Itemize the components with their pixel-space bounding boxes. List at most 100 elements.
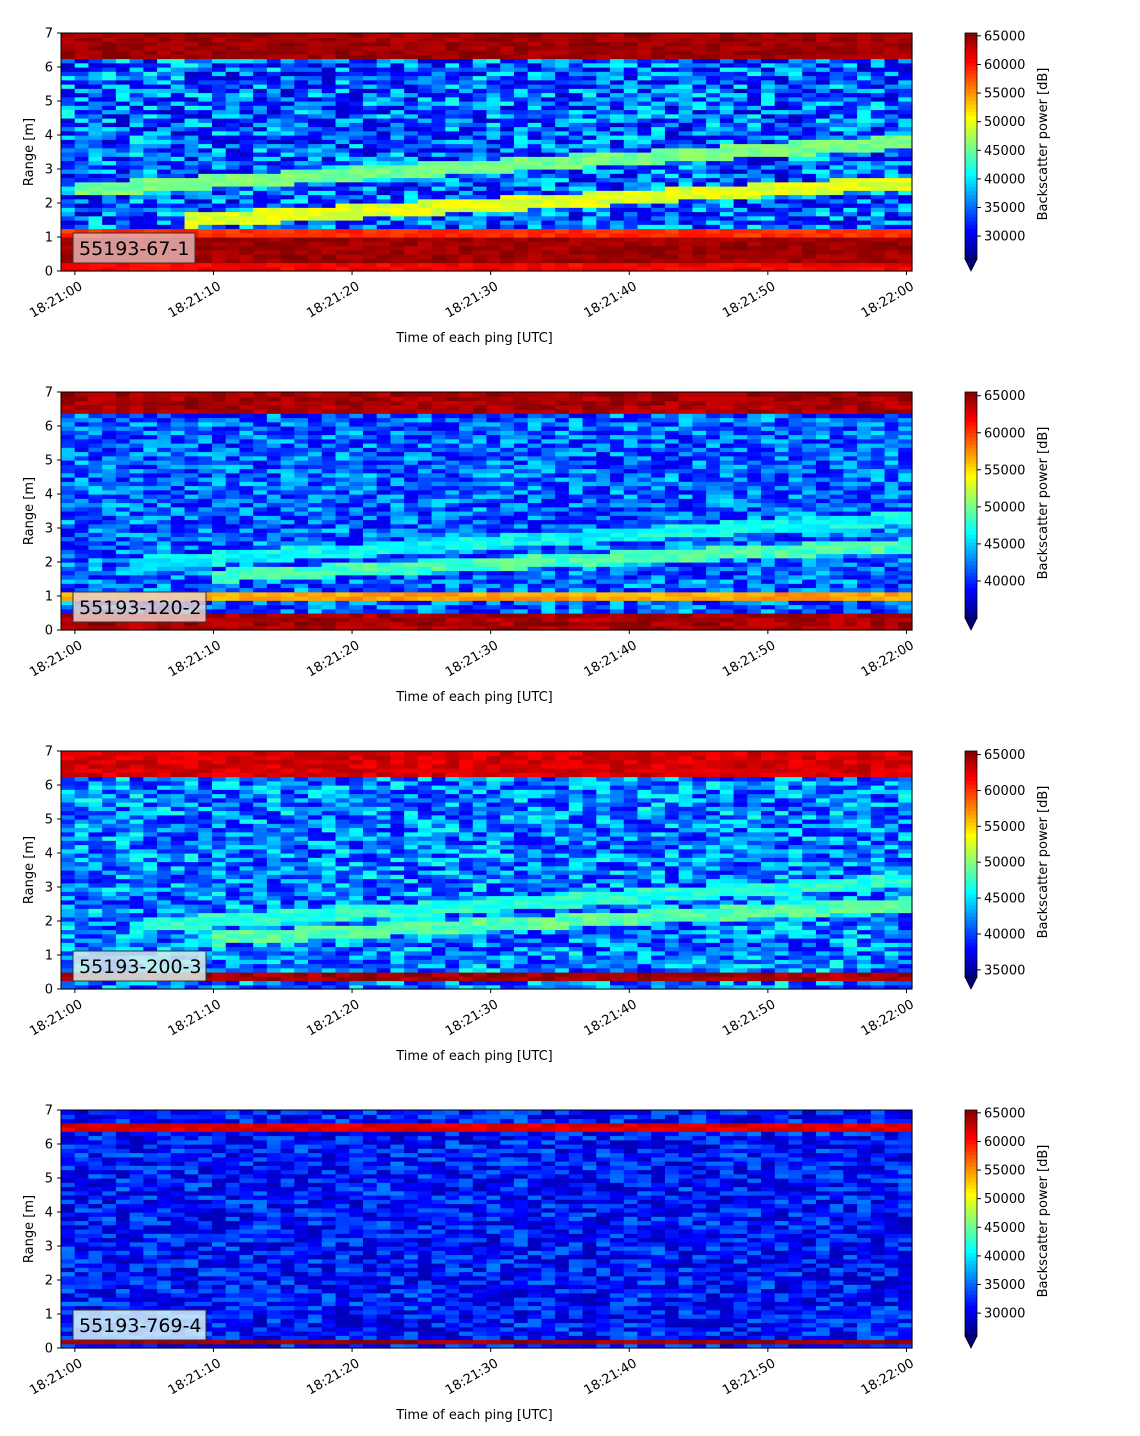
heatmap-cell bbox=[774, 245, 790, 251]
heatmap-cell bbox=[513, 71, 529, 77]
heatmap-cell bbox=[774, 122, 790, 128]
heatmap-cell bbox=[417, 266, 433, 272]
colorbar-segment bbox=[965, 149, 977, 155]
heatmap-cell bbox=[376, 557, 392, 563]
heatmap-cell bbox=[74, 139, 90, 145]
heatmap-cell bbox=[253, 211, 268, 217]
heatmap-cell bbox=[102, 194, 117, 200]
heatmap-cell bbox=[555, 118, 570, 123]
heatmap-cell bbox=[143, 135, 158, 140]
heatmap-cell bbox=[266, 591, 282, 597]
heatmap-cell bbox=[719, 207, 735, 213]
heatmap-cell bbox=[211, 241, 227, 247]
heatmap-cell bbox=[61, 511, 76, 516]
heatmap-cell bbox=[362, 600, 378, 606]
heatmap-cell bbox=[376, 50, 392, 55]
heatmap-cell bbox=[541, 113, 556, 119]
heatmap-cell bbox=[239, 498, 254, 504]
heatmap-cell bbox=[266, 258, 282, 264]
heatmap-cell bbox=[376, 604, 392, 610]
heatmap-cell bbox=[623, 241, 639, 247]
heatmap-cell bbox=[472, 109, 488, 115]
heatmap-cell bbox=[266, 215, 282, 221]
heatmap-cell bbox=[541, 71, 556, 77]
heatmap-cell bbox=[143, 203, 158, 208]
heatmap-cell bbox=[308, 118, 323, 123]
heatmap-cell bbox=[568, 67, 584, 72]
heatmap-cell bbox=[280, 118, 295, 123]
heatmap-cell bbox=[294, 532, 309, 538]
heatmap-cell bbox=[294, 434, 309, 440]
heatmap-cell bbox=[294, 472, 309, 478]
heatmap-cell bbox=[157, 122, 172, 128]
heatmap-cell bbox=[582, 186, 597, 191]
heatmap-cell bbox=[417, 177, 433, 183]
heatmap-cell bbox=[143, 502, 158, 508]
heatmap-cell bbox=[143, 181, 158, 187]
heatmap-cell bbox=[362, 237, 378, 242]
heatmap-cell bbox=[211, 468, 227, 474]
heatmap-cell bbox=[815, 220, 831, 225]
heatmap-cell bbox=[280, 135, 295, 140]
heatmap-cell bbox=[706, 126, 721, 132]
heatmap-cell bbox=[431, 215, 446, 221]
heatmap-cell bbox=[774, 156, 790, 162]
heatmap-cell bbox=[747, 41, 762, 47]
heatmap-cell bbox=[788, 54, 803, 60]
heatmap-cell bbox=[170, 130, 186, 136]
heatmap-cell bbox=[706, 249, 721, 255]
heatmap-cell bbox=[102, 211, 117, 217]
heatmap-cell bbox=[706, 232, 721, 238]
heatmap-cell bbox=[733, 237, 748, 242]
heatmap-cell bbox=[321, 396, 337, 402]
heatmap-cell bbox=[857, 215, 872, 221]
heatmap-cell bbox=[280, 203, 295, 208]
heatmap-cell bbox=[266, 79, 282, 85]
heatmap-cell bbox=[184, 96, 199, 102]
heatmap-cell bbox=[664, 228, 680, 234]
heatmap-cell bbox=[61, 553, 76, 559]
heatmap-cell bbox=[582, 45, 597, 51]
heatmap-cell bbox=[308, 477, 323, 482]
heatmap-cell bbox=[308, 536, 323, 542]
heatmap-cell bbox=[362, 579, 378, 584]
heatmap-cell bbox=[870, 160, 886, 166]
heatmap-cell bbox=[253, 67, 268, 72]
heatmap-cell bbox=[637, 220, 652, 225]
heatmap-cell bbox=[349, 434, 364, 440]
heatmap-cell bbox=[225, 536, 241, 542]
heatmap-cell bbox=[115, 262, 131, 268]
heatmap-cell bbox=[376, 396, 392, 402]
heatmap-cell bbox=[472, 118, 488, 123]
heatmap-cell bbox=[733, 207, 748, 213]
heatmap-cell bbox=[74, 33, 90, 38]
heatmap-cell bbox=[129, 164, 144, 170]
heatmap-cell bbox=[596, 228, 611, 234]
heatmap-cell bbox=[486, 113, 501, 119]
heatmap-cell bbox=[664, 130, 680, 136]
heatmap-cell bbox=[102, 528, 117, 533]
heatmap-cell bbox=[129, 143, 144, 149]
heatmap-cell bbox=[184, 494, 199, 499]
heatmap-cell bbox=[88, 67, 103, 72]
heatmap-cell bbox=[404, 101, 419, 106]
heatmap-cell bbox=[610, 67, 625, 72]
heatmap-cell bbox=[266, 417, 282, 423]
heatmap-cell bbox=[486, 75, 501, 81]
heatmap-cell bbox=[706, 92, 721, 98]
heatmap-cell bbox=[349, 211, 364, 217]
heatmap-cell bbox=[651, 58, 666, 64]
heatmap-cell bbox=[555, 75, 570, 81]
heatmap-cell bbox=[280, 625, 295, 631]
heatmap-cell bbox=[198, 139, 213, 145]
heatmap-cell bbox=[431, 245, 446, 251]
heatmap-cell bbox=[239, 400, 254, 406]
heatmap-cell bbox=[527, 254, 543, 259]
heatmap-cell bbox=[761, 113, 776, 119]
heatmap-cell bbox=[321, 177, 337, 183]
heatmap-cell bbox=[815, 181, 831, 187]
heatmap-cell bbox=[253, 481, 268, 487]
heatmap-cell bbox=[129, 498, 144, 504]
heatmap-cell bbox=[308, 557, 323, 563]
heatmap-cell bbox=[335, 604, 350, 610]
